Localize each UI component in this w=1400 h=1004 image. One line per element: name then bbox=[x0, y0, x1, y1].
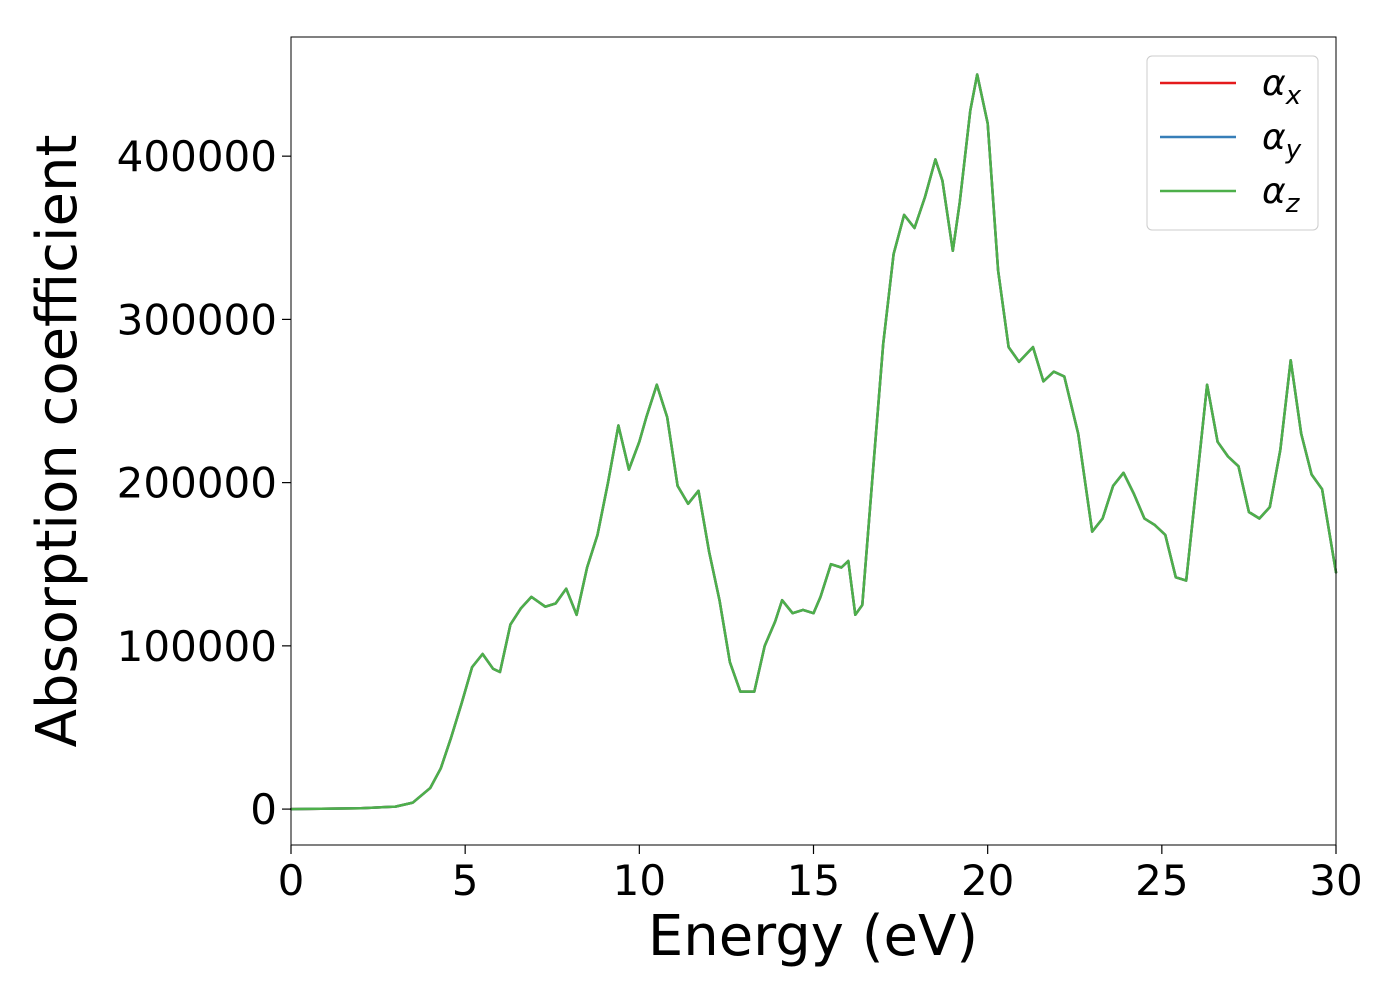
x-tick-label: 0 bbox=[278, 856, 305, 905]
y-tick-label: 0 bbox=[250, 785, 277, 834]
legend-label-x: αx bbox=[1262, 63, 1302, 111]
x-tick-label: 10 bbox=[613, 856, 666, 905]
y-axis-ticks: 0 100000 200000 300000 400000 bbox=[117, 132, 291, 834]
legend-box bbox=[1146, 55, 1319, 231]
x-tick-label: 20 bbox=[961, 856, 1014, 905]
y-tick-label: 300000 bbox=[117, 295, 277, 344]
y-tick-label: 100000 bbox=[117, 622, 277, 671]
legend-label-y: αy bbox=[1262, 117, 1302, 165]
series-line-z bbox=[289, 73, 1338, 811]
x-tick-label: 30 bbox=[1309, 856, 1362, 905]
x-axis-ticks: 0 5 10 15 20 25 30 bbox=[278, 845, 1363, 905]
y-axis-label: Absorption coefficient bbox=[25, 135, 90, 748]
x-tick-label: 15 bbox=[787, 856, 840, 905]
y-tick-label: 400000 bbox=[117, 132, 277, 181]
x-tick-label: 25 bbox=[1135, 856, 1188, 905]
x-axis-label: Energy (eV) bbox=[648, 904, 978, 969]
y-tick-label: 200000 bbox=[117, 459, 277, 508]
legend-label-z: αz bbox=[1262, 171, 1301, 219]
plot-area bbox=[289, 73, 1338, 811]
x-tick-label: 5 bbox=[452, 856, 479, 905]
legend: αx αy αz bbox=[1146, 55, 1319, 231]
